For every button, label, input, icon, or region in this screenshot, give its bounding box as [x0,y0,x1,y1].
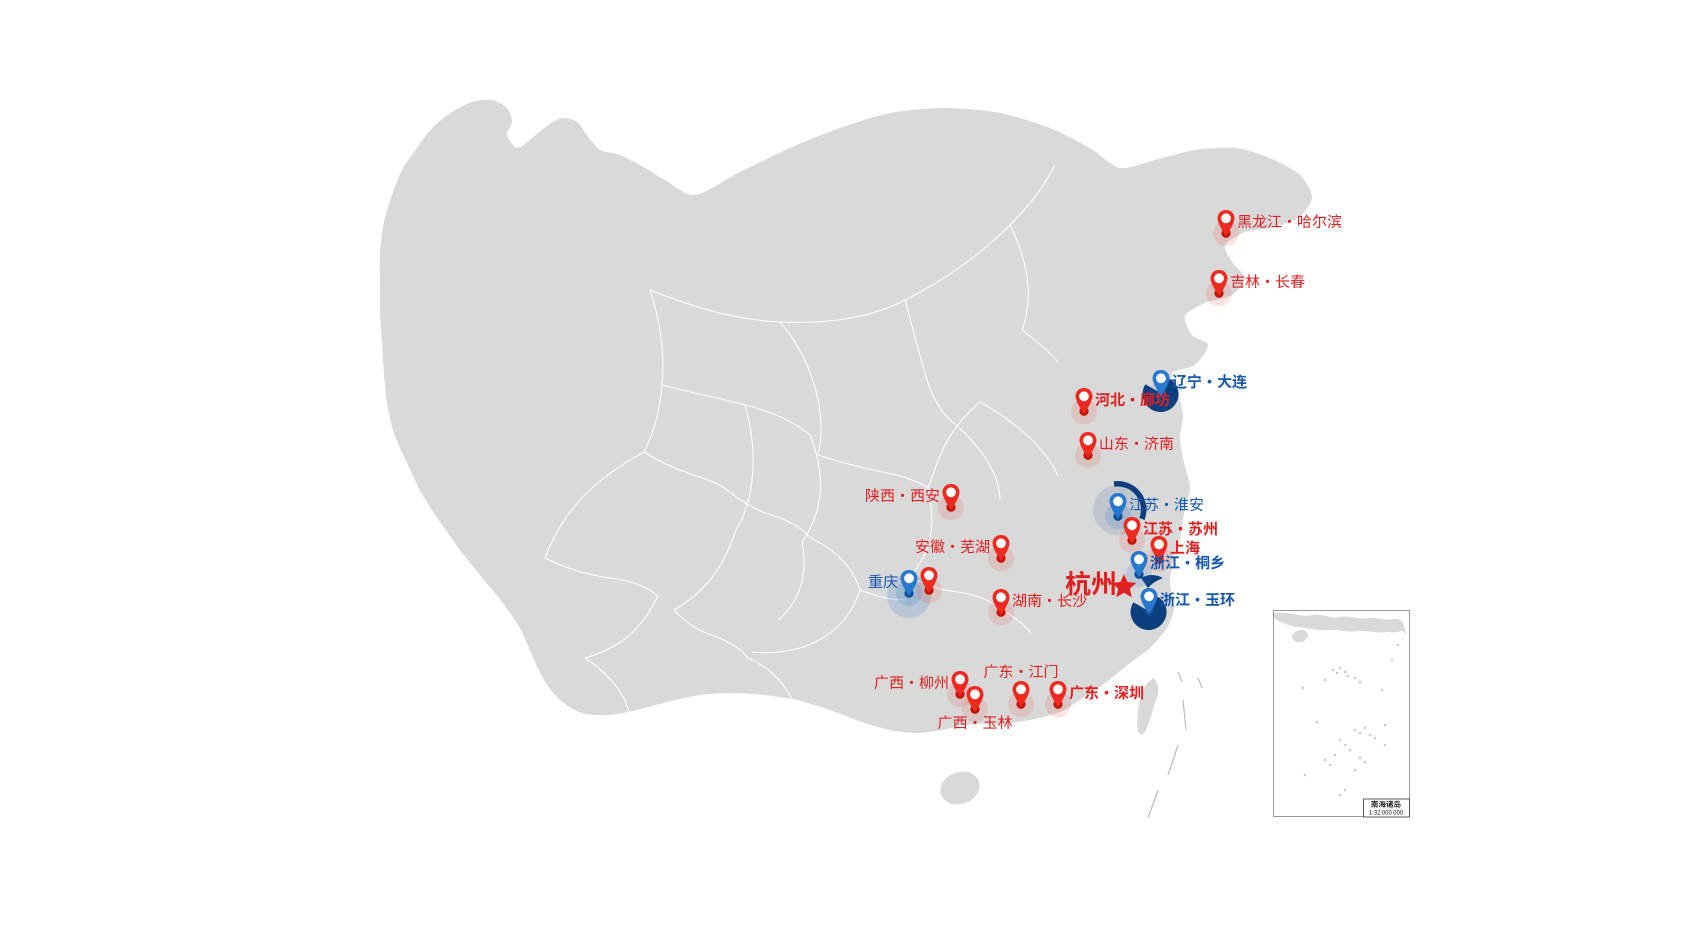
svg-text:浙江·桐乡: 浙江·桐乡 [1150,552,1225,573]
svg-text:重庆: 重庆 [868,571,898,592]
svg-text:山东·济南: 山东·济南 [1099,433,1174,454]
svg-text:河北·廊坊: 河北·廊坊 [1095,389,1170,410]
svg-text:安徽·芜湖: 安徽·芜湖 [915,536,990,557]
svg-text:杭州: 杭州 [1065,564,1117,601]
svg-text:吉林·长春: 吉林·长春 [1230,271,1305,292]
svg-text:广西·玉林: 广西·玉林 [937,712,1012,733]
svg-text:1:32 000 000: 1:32 000 000 [1369,808,1404,817]
svg-text:广西·柳州: 广西·柳州 [874,672,949,693]
svg-text:陕西·西安: 陕西·西安 [865,485,940,506]
svg-text:浙江·玉环: 浙江·玉环 [1160,589,1235,610]
svg-text:江苏·苏州: 江苏·苏州 [1143,518,1218,539]
svg-text:江苏·淮安: 江苏·淮安 [1129,494,1204,515]
svg-text:黑龙江·哈尔滨: 黑龙江·哈尔滨 [1237,211,1342,232]
svg-text:广东·深圳: 广东·深圳 [1069,682,1144,703]
svg-text:广东·江门: 广东·江门 [983,661,1058,682]
svg-text:辽宁·大连: 辽宁·大连 [1172,371,1247,392]
